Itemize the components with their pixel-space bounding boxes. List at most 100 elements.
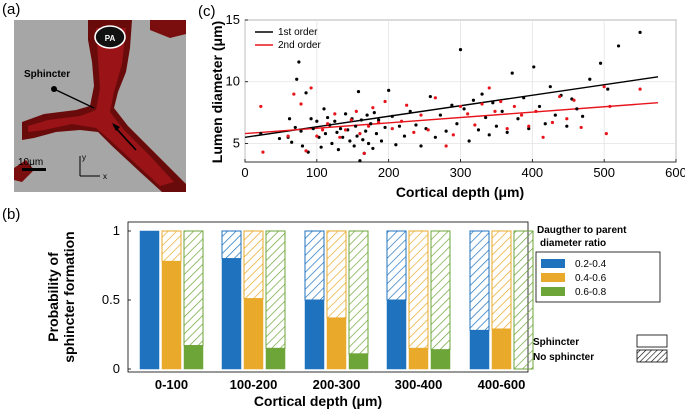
scatter-point-1st-order: [341, 135, 345, 139]
legend-sphincter-swatch: [636, 334, 668, 348]
scatter-point-2nd-order: [608, 104, 612, 109]
scatter-point-2nd-order: [354, 109, 358, 113]
scatter-point-2nd-order: [320, 128, 325, 132]
scatter-point-2nd-order: [527, 124, 531, 128]
scatter-point-1st-order: [323, 132, 328, 136]
scatter-point-1st-order: [383, 125, 387, 130]
scatter-point-1st-order: [553, 113, 557, 117]
bar-legend: Daugther to parent diameter ratio 0.2-0.…: [533, 225, 668, 363]
scatter-point-1st-order: [394, 143, 398, 147]
legend-1st-order-label: 1st order: [278, 27, 318, 38]
scatter-point-1st-order: [304, 91, 308, 95]
bar-no-sphincter: [430, 230, 451, 351]
scatter-point-1st-order: [606, 87, 610, 91]
scatter-point-1st-order: [333, 119, 337, 123]
scatter-point-1st-order: [428, 94, 432, 99]
scatter-point-2nd-order: [259, 104, 263, 109]
scatter-legend: 1st order 2nd order: [255, 27, 321, 51]
scatter-point-1st-order: [374, 132, 379, 136]
scatter-point-1st-order: [438, 113, 442, 117]
scatter-x-tick-label: 100: [306, 165, 328, 180]
legend-ratio-swatch: [541, 259, 565, 268]
scatter-point-1st-order: [293, 125, 297, 130]
bar-no-sphincter: [243, 230, 264, 300]
scatter-point-1st-order: [402, 134, 407, 138]
bar-x-tick-label: 100-200: [230, 377, 278, 392]
scatter-point-1st-order: [361, 138, 365, 142]
scatter-point-1st-order: [379, 139, 384, 143]
bar-y-tick-label: 1: [113, 223, 120, 238]
scatter-point-2nd-order: [512, 104, 516, 109]
scatter-point-2nd-order: [358, 132, 362, 136]
scatter-point-2nd-order: [541, 135, 545, 139]
bar-no-sphincter: [386, 230, 407, 301]
bar-sphincter: [183, 345, 204, 370]
scatter-y-axis-label: Lumen diameter (μm): [209, 21, 225, 163]
bar-sphincter: [265, 348, 286, 370]
bar-sphincter: [221, 258, 242, 370]
axis-x-label: x: [103, 172, 107, 181]
scatter-point-2nd-order: [505, 127, 509, 131]
bar-chart: 00.51 0-100 100-200 200-300 300-400 400-600 …: [45, 221, 668, 409]
scale-label: 10μm: [18, 157, 43, 168]
legend-sphincter-label: Sphincter: [533, 337, 579, 348]
legend-2nd-order-label: 2nd order: [278, 40, 321, 51]
scatter-point-2nd-order: [466, 112, 470, 116]
scatter-point-1st-order: [467, 139, 471, 143]
scatter-point-1st-order: [505, 130, 509, 134]
scatter-point-2nd-order: [499, 99, 503, 104]
bar-sphincter: [139, 230, 160, 370]
scatter-point-1st-order: [565, 124, 569, 128]
scatter-y-tick-label: 15: [226, 12, 240, 27]
scatter-point-1st-order: [510, 71, 514, 75]
scatter-point-1st-order: [359, 118, 363, 122]
bar-no-sphincter: [348, 230, 369, 355]
legend-ratio-label: 0.6-0.8: [575, 287, 607, 298]
scatter-point-1st-order: [297, 60, 301, 64]
scatter-point-1st-order: [444, 129, 448, 133]
scatter-point-1st-order: [354, 124, 358, 128]
scatter-point-2nd-order: [326, 122, 330, 126]
bar-sphincter: [469, 330, 490, 370]
scatter-point-2nd-order: [304, 149, 308, 153]
scatter-x-axis-label: Cortical depth (μm): [396, 184, 524, 200]
axis-y-label: y: [82, 153, 86, 162]
pa-vessel: [94, 25, 126, 49]
panel-c-label: (c): [198, 3, 216, 20]
scatter-x-tick-label: 300: [450, 165, 472, 180]
scatter-chart: 0 100 200 300 400 500 600 5 10 15 Cortical depth…: [209, 12, 685, 200]
scatter-point-2nd-order: [412, 130, 416, 134]
scatter-point-2nd-order: [261, 150, 265, 154]
scatter-point-1st-order: [348, 139, 352, 143]
scatter-point-1st-order: [277, 136, 282, 141]
scatter-point-1st-order: [338, 127, 343, 131]
scatter-point-2nd-order: [604, 132, 608, 136]
scatter-point-1st-order: [358, 159, 362, 163]
bar-x-tick-label: 200-300: [313, 377, 361, 392]
scatter-point-1st-order: [414, 123, 418, 127]
scatter-x-tick-label: 0: [241, 165, 248, 180]
scatter-point-1st-order: [330, 141, 334, 146]
bar-sphincter: [348, 353, 369, 370]
scatter-point-1st-order: [616, 44, 621, 48]
scatter-point-1st-order: [581, 114, 585, 118]
bar-sphincter: [408, 348, 429, 370]
scatter-point-1st-order: [458, 48, 463, 52]
bar-y-axis-label: Probability of sphincter formation: [45, 231, 77, 362]
scatter-point-1st-order: [500, 109, 504, 113]
bar-sphincter: [386, 299, 407, 370]
scatter-point-2nd-order: [377, 120, 381, 125]
scatter-point-1st-order: [476, 128, 481, 132]
scatter-point-1st-order: [311, 127, 315, 131]
scatter-point-1st-order: [598, 61, 603, 65]
scatter-point-2nd-order: [480, 102, 484, 106]
scatter-point-1st-order: [462, 107, 466, 111]
sphincter-pointer: [53, 88, 95, 109]
bar-sphincter: [304, 299, 325, 370]
scatter-point-2nd-order: [371, 106, 375, 110]
legend-title-line2: diameter ratio: [540, 238, 606, 249]
scatter-point-2nd-order: [419, 113, 423, 117]
bar-x-tick-label: 300-400: [395, 377, 443, 392]
scatter-y-tick-label: 5: [233, 135, 240, 150]
scatter-point-2nd-order: [487, 86, 491, 90]
